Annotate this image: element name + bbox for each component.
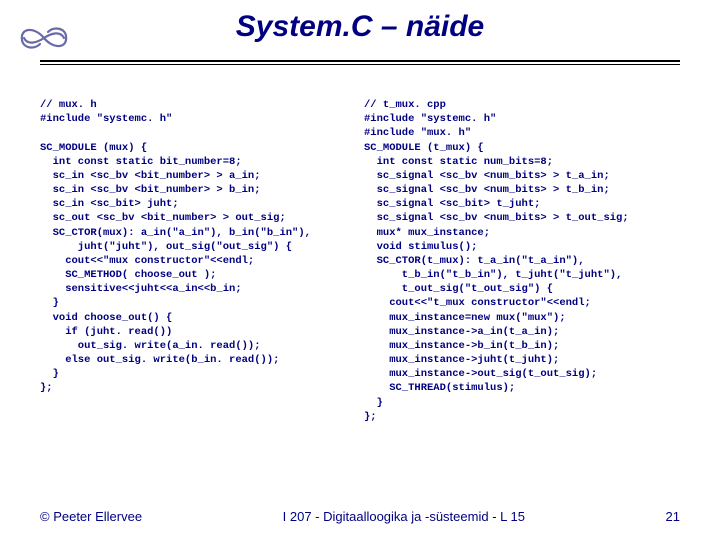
code-left: // mux. h #include "systemc. h" SC_MODUL… [40,98,356,396]
footer-course: I 207 - Digitaalloogika ja -süsteemid - … [142,509,665,524]
footer-copyright: © Peeter Ellervee [40,509,142,524]
code-column-left: // mux. h #include "systemc. h" SC_MODUL… [40,98,356,424]
code-column-right: // t_mux. cpp #include "systemc. h" #inc… [364,98,680,424]
slide-title: System.C – näide [0,10,720,44]
footer: © Peeter Ellervee I 207 - Digitaalloogik… [40,509,680,524]
code-area: // mux. h #include "systemc. h" SC_MODUL… [40,98,680,424]
code-right: // t_mux. cpp #include "systemc. h" #inc… [364,98,680,424]
footer-page-number: 21 [666,509,680,524]
slide: System.C – näide // mux. h #include "sys… [0,0,720,540]
